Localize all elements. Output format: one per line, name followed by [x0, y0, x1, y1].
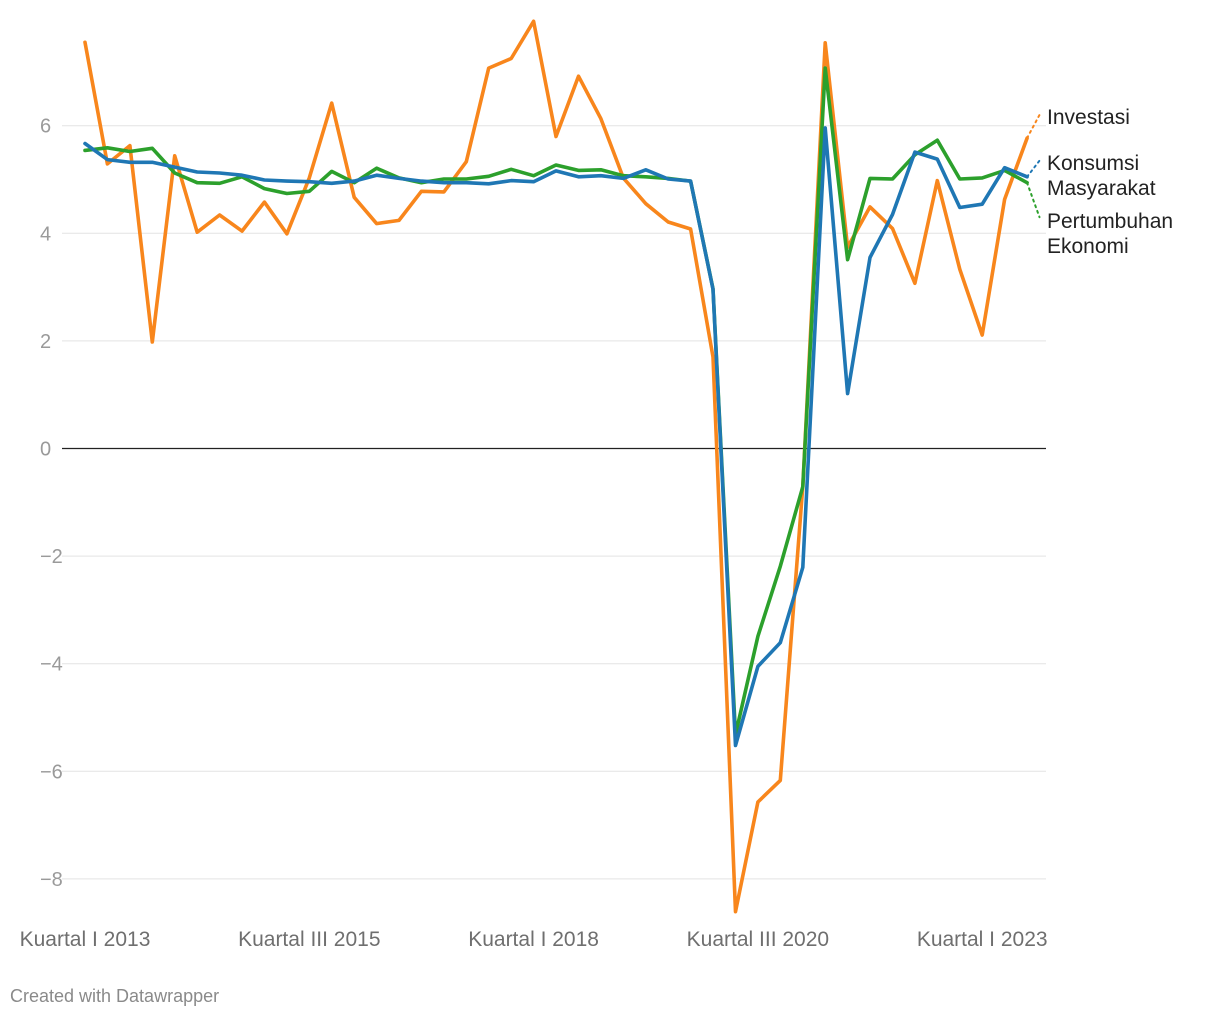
y-tick-label: −2: [40, 546, 63, 568]
x-axis-ticks: Kuartal I 2013 Kuartal III 2015 Kuartal I …: [20, 928, 1048, 951]
series-line-pertumbuhan-ekonomi: [83, 66, 1029, 737]
x-tick-label: Kuartal III 2015: [238, 928, 380, 951]
series-trail-pertumbuhan-ekonomi: [1026, 181, 1041, 219]
series-line-investasi: [83, 19, 1029, 914]
series-trail-investasi: [1026, 113, 1041, 140]
y-tick-label: −8: [40, 869, 63, 891]
series-label-pertumbuhan-ekonomi: Ekonomi: [1047, 235, 1129, 258]
y-tick-label: −4: [40, 654, 63, 676]
x-tick-label: Kuartal I 2023: [917, 928, 1048, 951]
series-label-pertumbuhan-ekonomi: Pertumbuhan: [1047, 210, 1173, 233]
series-line-konsumsi-masyarakat: [83, 126, 1029, 748]
series-lines: [83, 19, 1041, 914]
x-tick-label: Kuartal I 2018: [468, 928, 599, 951]
series-trail-konsumsi-masyarakat: [1026, 159, 1041, 178]
y-tick-label: 6: [40, 116, 51, 138]
y-tick-label: −6: [40, 761, 63, 783]
datawrapper-credit: Created with Datawrapper: [10, 986, 220, 1006]
series-label-konsumsi-masyarakat: Masyarakat: [1047, 177, 1156, 200]
gridlines: [62, 125, 1046, 880]
y-tick-label: 0: [40, 439, 51, 461]
y-axis-ticks: 6 4 2 0 −2 −4 −6 −8: [40, 116, 63, 891]
series-label-investasi: Investasi: [1047, 106, 1130, 129]
x-tick-label: Kuartal I 2013: [20, 928, 151, 951]
series-label-konsumsi-masyarakat: Konsumsi: [1047, 152, 1139, 175]
y-tick-label: 4: [40, 223, 51, 245]
x-tick-label: Kuartal III 2020: [687, 928, 829, 951]
y-tick-label: 2: [40, 331, 51, 353]
